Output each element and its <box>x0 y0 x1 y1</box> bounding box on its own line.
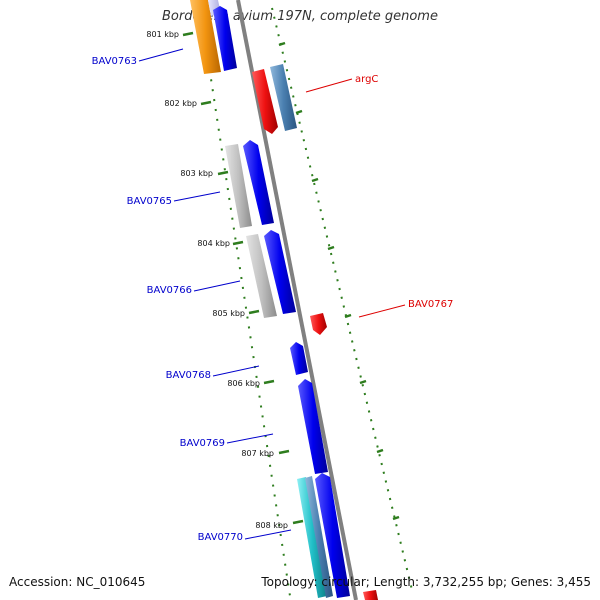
gene-label-bav0766[interactable]: BAV0766 <box>147 285 192 296</box>
gene-feature-bav0770[interactable] <box>315 473 350 598</box>
scale-label-801: 801 kbp <box>146 30 179 39</box>
gene-feature-steel[interactable] <box>270 64 297 131</box>
gene-feature-gray-803[interactable] <box>225 144 252 228</box>
gene-feature-bav0768[interactable] <box>290 342 308 375</box>
gene-feature-steel-808[interactable] <box>305 476 333 598</box>
gene-feature-cyan[interactable] <box>297 477 327 598</box>
gene-labels: BAV0763 argC BAV0765 BAV0766 BAV0767 BAV… <box>92 56 454 543</box>
scale-label-806: 806 kbp <box>227 379 260 388</box>
gene-feature-argc[interactable] <box>252 69 278 134</box>
scale-ticks <box>182 31 304 525</box>
map-title: Bordetella avium 197N, complete genome <box>162 9 438 24</box>
gene-feature-orange[interactable] <box>190 0 221 74</box>
gene-label-argc[interactable]: argC <box>355 74 378 85</box>
gene-feature-red-bottom[interactable] <box>363 590 378 600</box>
gene-feature-gray-804[interactable] <box>246 234 277 318</box>
scale-label-807: 807 kbp <box>241 449 274 458</box>
scale-labels: 801 kbp 802 kbp 803 kbp 804 kbp 805 kbp … <box>146 30 288 530</box>
gene-label-bav0770[interactable]: BAV0770 <box>198 532 243 543</box>
gene-feature-bav0766[interactable] <box>264 230 296 314</box>
gene-label-bav0768[interactable]: BAV0768 <box>166 370 211 381</box>
genome-summary-text: Topology: circular; Length: 3,732,255 bp… <box>261 575 591 589</box>
scale-label-804: 804 kbp <box>197 239 230 248</box>
gene-label-bav0767[interactable]: BAV0767 <box>408 299 453 310</box>
scale-label-803: 803 kbp <box>180 169 213 178</box>
gene-feature-bav0765[interactable] <box>243 140 274 225</box>
gene-feature-bav0767[interactable] <box>310 313 327 335</box>
gene-label-bav0769[interactable]: BAV0769 <box>180 438 225 449</box>
scale-label-805: 805 kbp <box>212 309 245 318</box>
accession-text: Accession: NC_010645 <box>9 575 146 589</box>
scale-label-802: 802 kbp <box>164 99 197 108</box>
genome-backbone <box>236 0 358 600</box>
gene-features <box>190 0 378 600</box>
outer-track-ticks <box>278 41 400 521</box>
inner-dotted-track <box>201 19 291 597</box>
label-connectors <box>138 48 406 540</box>
gene-label-bav0763[interactable]: BAV0763 <box>92 56 137 67</box>
gene-feature-bav0769[interactable] <box>298 379 328 474</box>
gene-label-bav0765[interactable]: BAV0765 <box>127 196 172 207</box>
scale-label-808: 808 kbp <box>255 521 288 530</box>
outer-dotted-track <box>271 7 413 591</box>
gene-feature-bav0763[interactable] <box>213 6 237 71</box>
